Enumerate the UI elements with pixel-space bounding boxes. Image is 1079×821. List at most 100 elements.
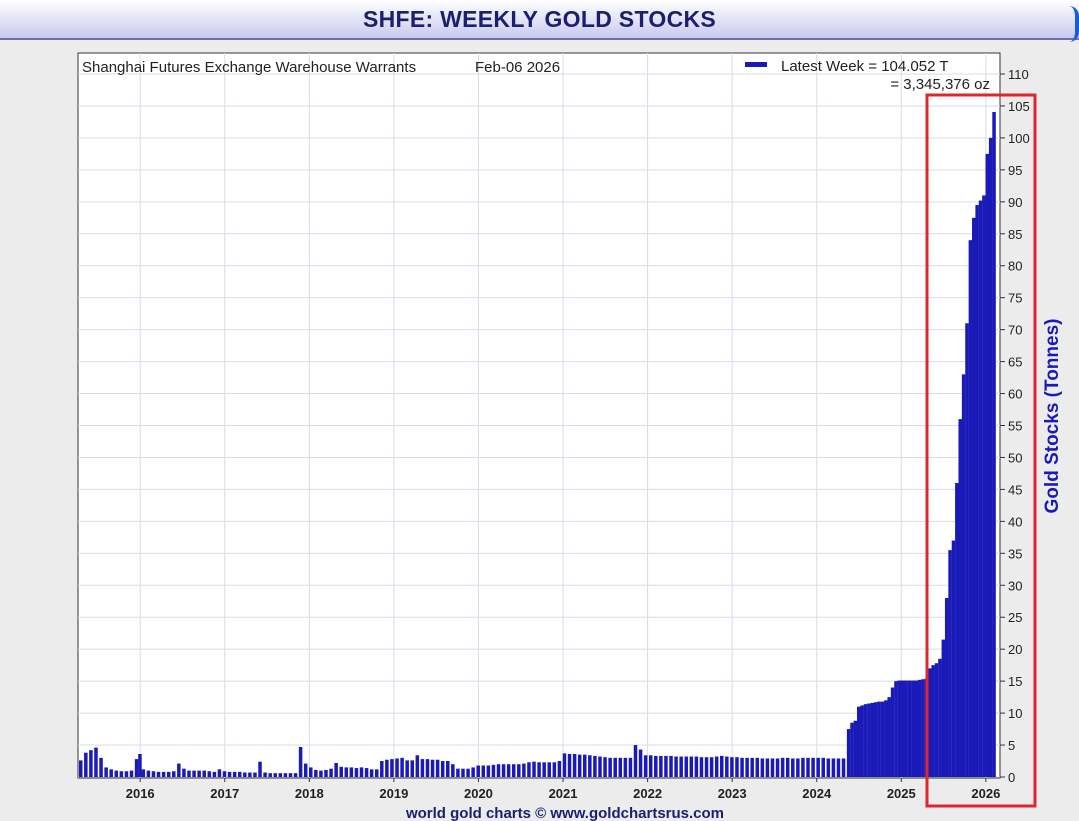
bar (958, 419, 962, 777)
bar (941, 639, 946, 777)
bar (288, 773, 293, 777)
x-tick-label: 2020 (464, 786, 493, 801)
x-tick-label: 2024 (802, 786, 832, 801)
bar (968, 240, 973, 777)
bar (227, 771, 232, 777)
bar (951, 540, 956, 777)
bar (694, 756, 699, 777)
bar (643, 755, 648, 777)
bar (780, 757, 785, 777)
bar (440, 761, 445, 777)
plot-area (77, 52, 1001, 779)
bar (522, 763, 526, 777)
bar (613, 757, 617, 777)
bar (430, 759, 435, 777)
bar (841, 758, 846, 777)
bar (339, 766, 343, 777)
x-axis: 2016 2017 2018 2019 2020 2021 2022 2023 2024 2025… (126, 778, 1000, 801)
bar (831, 758, 836, 777)
y-tick-label: 40 (1008, 514, 1022, 529)
x-tick-label: 2017 (210, 786, 239, 801)
y-tick-label: 75 (1008, 291, 1022, 306)
bar (760, 758, 765, 777)
bar (965, 323, 969, 777)
y-tick-label: 95 (1008, 163, 1022, 178)
bar (704, 757, 709, 777)
bar (309, 767, 313, 777)
bar (114, 770, 119, 777)
x-tick-label: 2019 (379, 786, 408, 801)
bar (79, 760, 83, 777)
bar (471, 767, 475, 777)
bar (385, 759, 389, 777)
bar (156, 771, 161, 777)
bar (628, 757, 633, 777)
bar (975, 205, 979, 777)
bar (674, 756, 678, 777)
bar (904, 680, 908, 777)
bar (907, 680, 912, 777)
footer-credit: world gold charts © www.goldchartsrus.co… (405, 805, 724, 821)
bar (334, 762, 338, 777)
bar (730, 757, 734, 777)
bar (877, 701, 881, 777)
bar (860, 705, 864, 777)
bar (207, 771, 212, 777)
bar (501, 764, 506, 777)
y-axis-label: Gold Stocks (Tonnes) (1042, 319, 1063, 514)
bar (476, 765, 480, 777)
bar (425, 759, 430, 777)
bar (344, 767, 349, 777)
bar (679, 756, 683, 777)
bar (801, 757, 805, 777)
bar (451, 764, 455, 777)
y-tick-label: 25 (1008, 610, 1022, 625)
bar (938, 658, 942, 777)
bar (166, 771, 171, 777)
bar (532, 761, 536, 777)
bar (94, 747, 98, 777)
bar (709, 757, 714, 777)
bar (755, 757, 760, 777)
bar (329, 768, 333, 777)
bar (258, 761, 262, 777)
bar (669, 755, 673, 777)
bar (911, 680, 915, 777)
bar (359, 767, 364, 777)
bar (415, 755, 420, 777)
bar (917, 679, 922, 777)
y-tick-label: 10 (1008, 706, 1022, 721)
bar (537, 762, 541, 777)
bar (720, 755, 724, 777)
y-tick-label: 0 (1008, 770, 1015, 785)
bar (725, 756, 729, 777)
bar (222, 771, 227, 777)
bar (187, 770, 191, 777)
x-tick-label: 2018 (295, 786, 324, 801)
bar (486, 765, 491, 777)
legend-label-line1: Latest Week = 104.052 T (781, 58, 948, 75)
bar (314, 769, 318, 777)
bar (714, 756, 719, 777)
bar (212, 771, 217, 777)
bar (583, 754, 587, 777)
bar (104, 767, 108, 777)
bar (982, 195, 986, 778)
bar (278, 773, 283, 777)
bar (319, 770, 323, 777)
bar (689, 756, 694, 777)
y-tick-label: 5 (1008, 738, 1015, 753)
bar (243, 772, 247, 777)
bar (750, 757, 754, 777)
bar (816, 757, 820, 777)
bar (894, 681, 898, 777)
bar (138, 753, 142, 777)
bar (192, 770, 196, 777)
bar (897, 680, 902, 777)
bar (765, 758, 770, 777)
bar (293, 773, 298, 777)
bar (618, 757, 623, 777)
chart-subtitle: Shanghai Futures Exchange Warehouse Warr… (82, 59, 416, 76)
bar (177, 763, 181, 777)
